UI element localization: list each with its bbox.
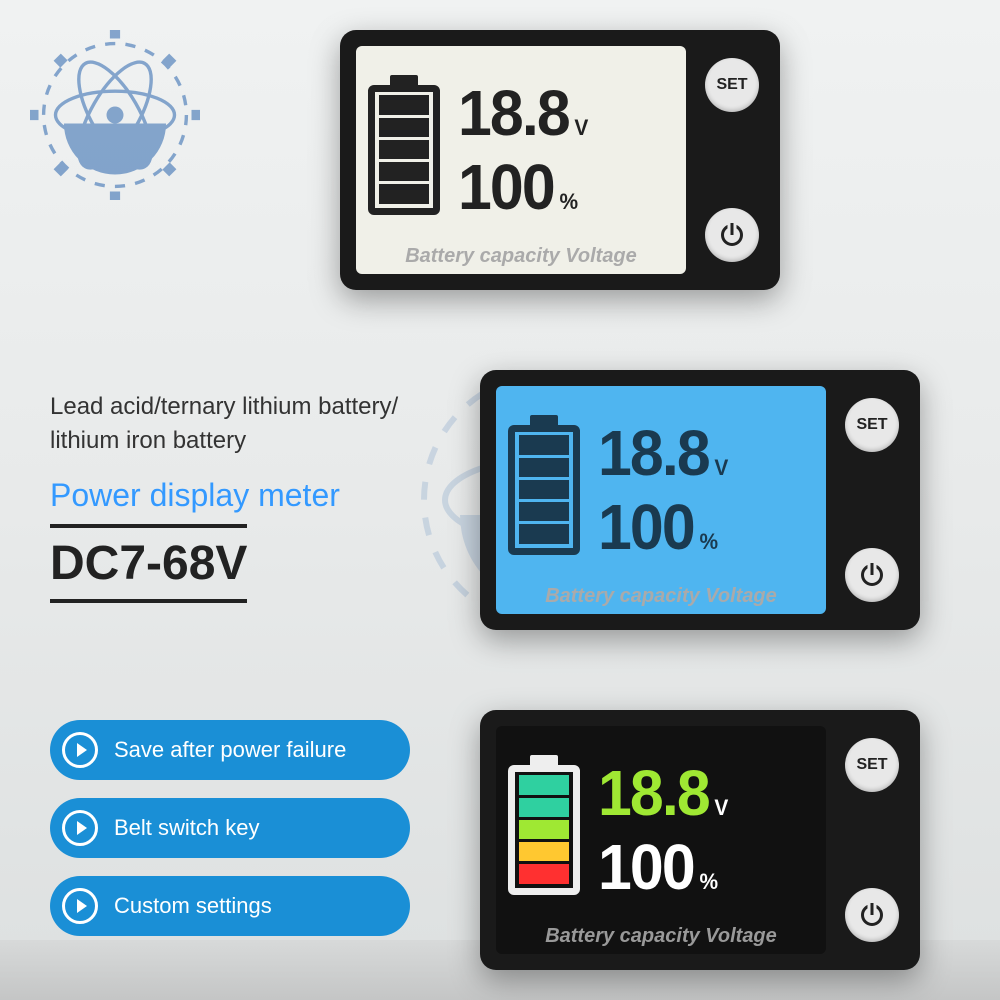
voltage-readout: 18.8V — [598, 416, 803, 490]
screen-caption: Battery capacity Voltage — [508, 925, 814, 948]
set-button[interactable]: SET — [845, 738, 899, 792]
device-color: 18.8V 100% Battery capacity Voltage SET — [480, 710, 920, 970]
headline-block: Lead acid/ternary lithium battery/ lithi… — [50, 390, 398, 603]
play-icon — [62, 732, 98, 768]
feature-list: Save after power failure Belt switch key… — [50, 720, 410, 954]
screen-caption: Battery capacity Voltage — [508, 585, 814, 608]
battery-icon — [508, 765, 580, 895]
logo-watermark-icon — [30, 30, 200, 200]
battery-icon — [368, 85, 440, 215]
battery-icon — [508, 425, 580, 555]
title: Power display meter — [50, 477, 398, 514]
device-blue: 18.8V 100% Battery capacity Voltage SET — [480, 370, 920, 630]
screen-caption: Battery capacity Voltage — [368, 245, 674, 268]
feature-pill: Belt switch key — [50, 798, 410, 858]
voltage-readout: 18.8V — [458, 76, 663, 150]
voltage-range: DC7-68V — [50, 524, 247, 603]
percent-readout: 100% — [598, 830, 803, 904]
feature-label: Save after power failure — [114, 737, 346, 763]
set-button[interactable]: SET — [845, 398, 899, 452]
percent-readout: 100% — [458, 150, 663, 224]
power-icon — [861, 564, 883, 586]
voltage-readout: 18.8V — [598, 756, 803, 830]
power-icon — [721, 224, 743, 246]
power-button[interactable] — [845, 888, 899, 942]
lcd-screen: 18.8V 100% Battery capacity Voltage — [496, 726, 826, 954]
percent-readout: 100% — [598, 490, 803, 564]
subtitle: Lead acid/ternary lithium battery/ lithi… — [50, 390, 398, 457]
power-button[interactable] — [705, 208, 759, 262]
power-button[interactable] — [845, 548, 899, 602]
power-icon — [861, 904, 883, 926]
lcd-screen: 18.8V 100% Battery capacity Voltage — [496, 386, 826, 614]
feature-label: Custom settings — [114, 893, 272, 919]
feature-label: Belt switch key — [114, 815, 260, 841]
feature-pill: Save after power failure — [50, 720, 410, 780]
lcd-screen: 18.8V 100% Battery capacity Voltage — [356, 46, 686, 274]
device-white: 18.8V 100% Battery capacity Voltage SET — [340, 30, 780, 290]
play-icon — [62, 810, 98, 846]
play-icon — [62, 888, 98, 924]
set-button[interactable]: SET — [705, 58, 759, 112]
feature-pill: Custom settings — [50, 876, 410, 936]
